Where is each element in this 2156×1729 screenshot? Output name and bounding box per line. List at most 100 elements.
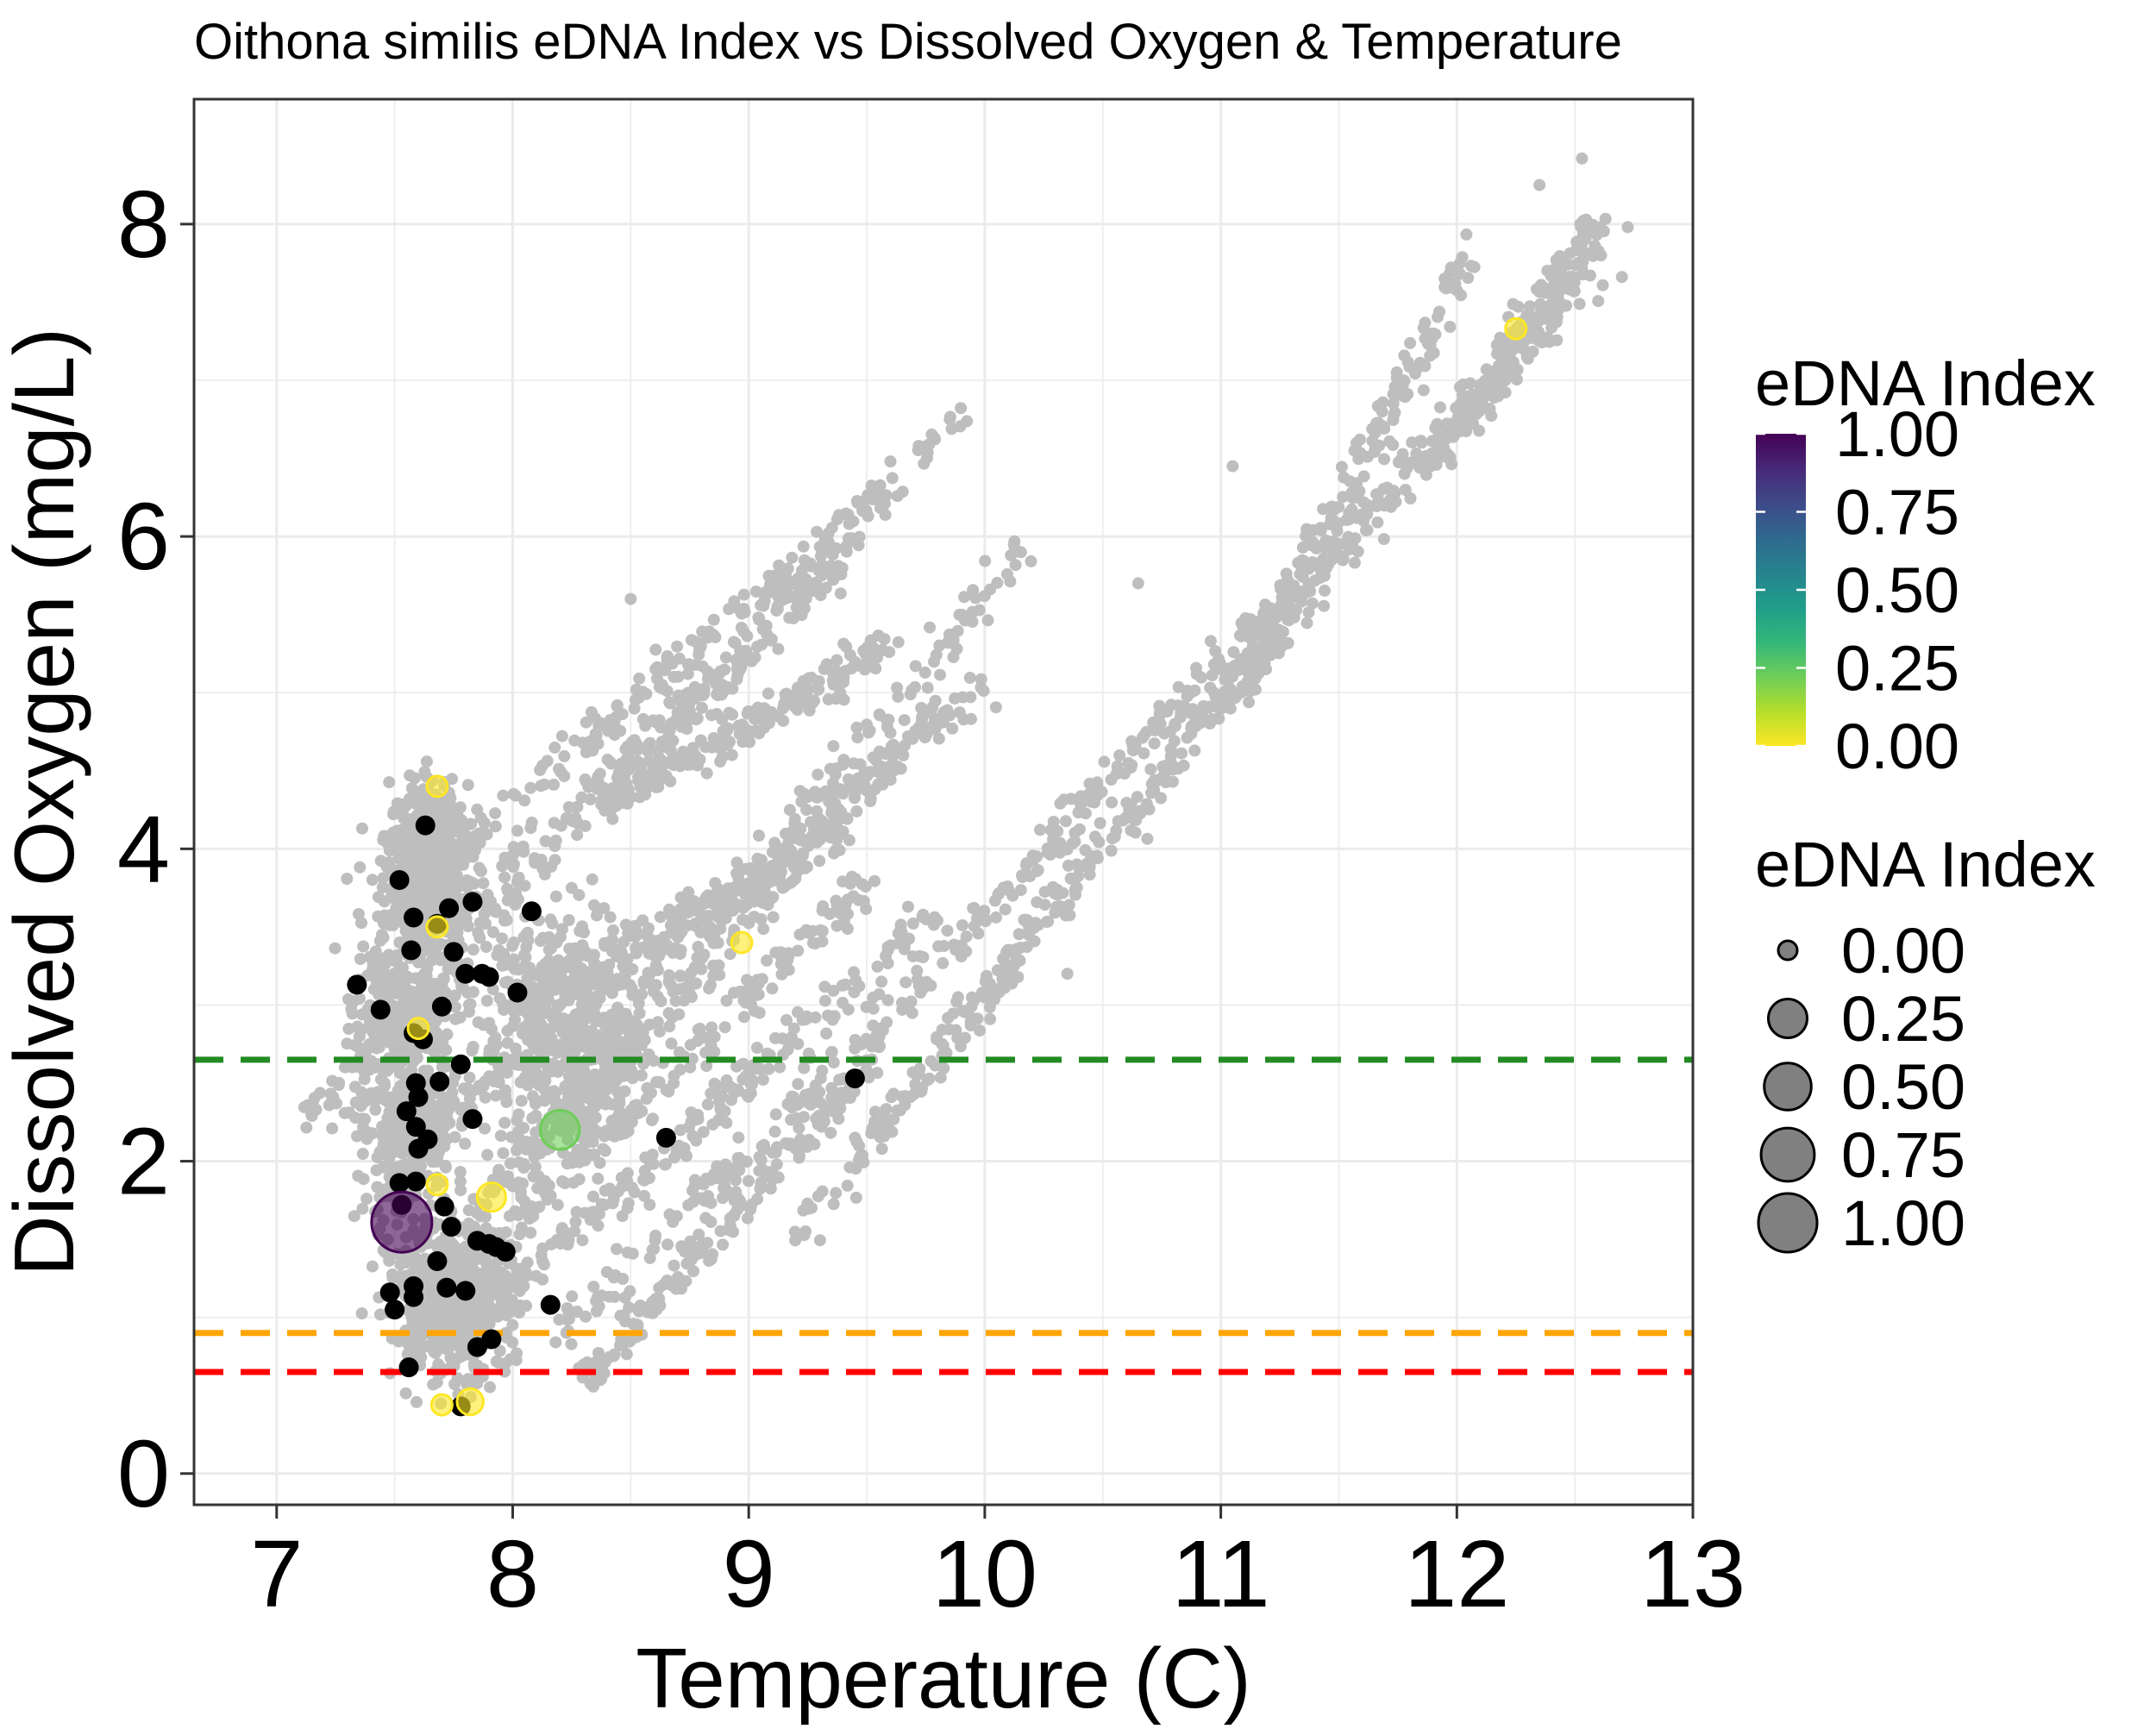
background-point (571, 829, 583, 841)
background-point (842, 908, 854, 920)
background-point (1297, 542, 1309, 554)
background-point (467, 1041, 479, 1053)
background-point (494, 993, 506, 1005)
background-point (426, 987, 438, 999)
background-point (535, 935, 547, 947)
background-point (798, 1062, 810, 1074)
background-point (1178, 760, 1190, 772)
background-point (1233, 664, 1245, 676)
background-point (993, 888, 1005, 900)
background-point (1252, 667, 1264, 680)
background-point (1089, 790, 1101, 802)
background-point (586, 1045, 599, 1057)
background-point (750, 586, 762, 598)
background-point (614, 1106, 626, 1118)
background-point (820, 1028, 832, 1040)
background-point (881, 721, 893, 733)
background-point (774, 946, 787, 958)
background-point (375, 1074, 387, 1086)
background-point (1332, 550, 1344, 562)
background-point (566, 1290, 578, 1302)
background-point (354, 861, 366, 874)
background-point (671, 1210, 683, 1222)
background-point (471, 804, 483, 816)
background-point (502, 1037, 514, 1049)
background-point (367, 1261, 379, 1273)
background-point (861, 718, 873, 730)
background-point (534, 764, 546, 776)
background-point (1527, 346, 1539, 358)
background-point (873, 1124, 885, 1136)
background-point (592, 1291, 604, 1303)
background-point (921, 1074, 933, 1087)
background-point (555, 931, 567, 943)
background-point (718, 1180, 730, 1192)
background-point (1162, 705, 1174, 717)
background-point (546, 1022, 558, 1034)
background-point (545, 1238, 557, 1250)
background-point (502, 894, 514, 906)
background-point (749, 651, 761, 663)
background-point (1290, 605, 1302, 617)
background-point (1234, 630, 1246, 642)
background-point (381, 1112, 393, 1124)
background-point (661, 650, 674, 662)
background-point (599, 1356, 611, 1369)
background-point (1261, 607, 1273, 619)
background-point (751, 641, 763, 653)
background-point (701, 1237, 713, 1249)
background-point (651, 661, 663, 673)
background-point (707, 960, 719, 972)
background-point (1326, 501, 1338, 513)
background-point (548, 742, 561, 754)
background-point (978, 992, 990, 1004)
background-point (497, 790, 509, 802)
background-point (1278, 578, 1290, 590)
background-point (374, 1308, 386, 1320)
background-point (869, 783, 881, 795)
background-point (306, 1110, 318, 1122)
background-point (732, 1085, 744, 1097)
background-point (448, 1337, 460, 1350)
background-point (594, 1033, 606, 1045)
background-point (754, 1183, 766, 1195)
background-point (566, 882, 578, 894)
background-point (598, 984, 610, 996)
background-point (886, 1091, 898, 1103)
background-point (382, 1158, 394, 1170)
background-point (906, 995, 918, 1007)
background-point (464, 1072, 476, 1084)
background-point (831, 920, 843, 932)
background-point (954, 420, 966, 432)
background-point (509, 963, 521, 975)
background-point (1418, 385, 1430, 397)
background-point (979, 555, 991, 567)
background-point (453, 918, 465, 930)
background-point (991, 577, 1003, 589)
background-point (743, 1175, 755, 1187)
background-point (617, 708, 629, 720)
background-point (837, 562, 849, 574)
background-point (766, 982, 778, 994)
background-point (482, 889, 494, 901)
background-point (1149, 737, 1161, 749)
background-point (330, 1098, 342, 1110)
background-point (817, 905, 829, 917)
background-point (373, 891, 385, 903)
background-point (887, 742, 899, 755)
background-point (769, 1125, 781, 1137)
background-point (1378, 453, 1390, 465)
background-point (508, 937, 520, 949)
background-point (770, 1108, 782, 1120)
background-point (753, 830, 765, 842)
background-point (1206, 669, 1219, 681)
background-point (693, 962, 705, 974)
background-point (548, 1088, 561, 1100)
background-point (597, 1045, 609, 1057)
background-point (1416, 436, 1428, 448)
background-point (965, 1019, 977, 1031)
background-point (907, 918, 919, 930)
background-point (661, 1275, 674, 1287)
background-point (511, 876, 523, 888)
background-point (429, 1015, 442, 1027)
